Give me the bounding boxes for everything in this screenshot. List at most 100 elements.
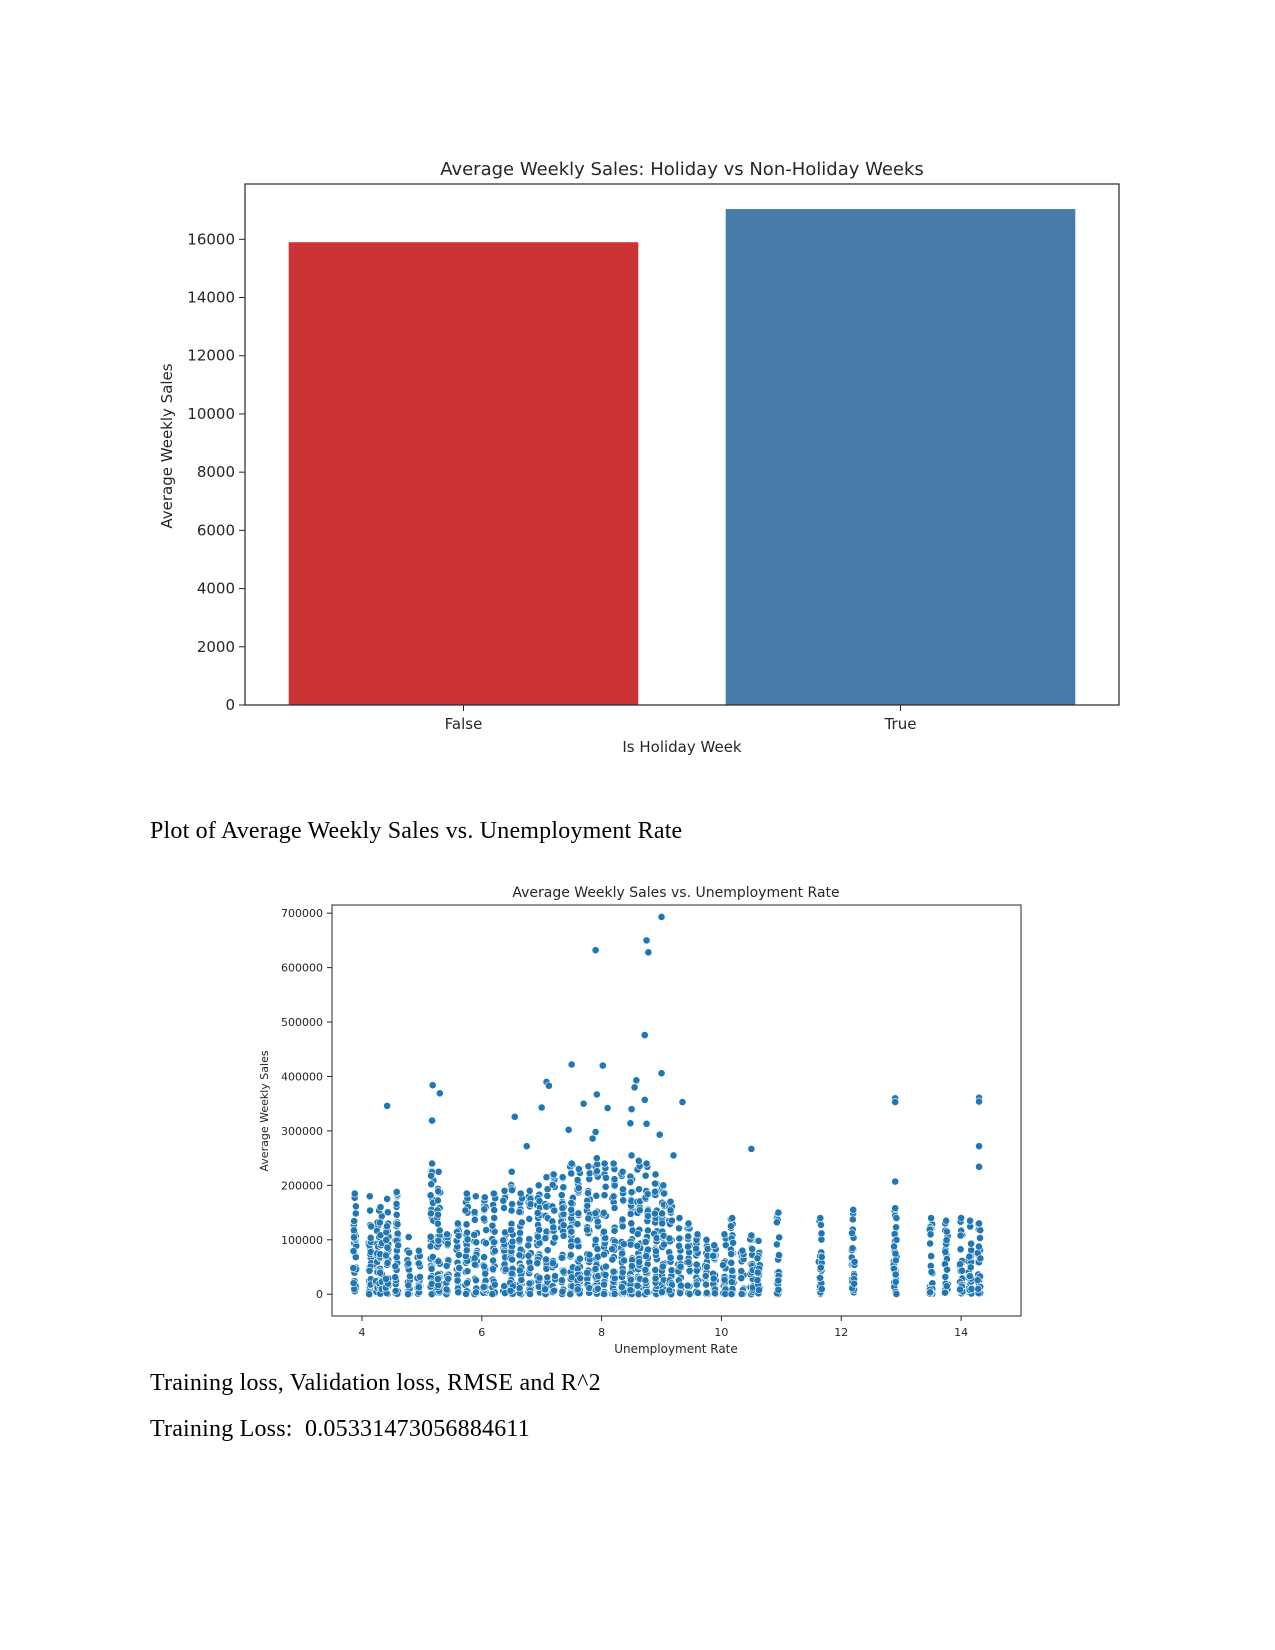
- training-loss-label: Training Loss:: [150, 1416, 293, 1442]
- scatter-point: [426, 1191, 435, 1200]
- scatter-point: [626, 1286, 635, 1295]
- scatter-point: [651, 1209, 659, 1218]
- scatter-point: [453, 1276, 462, 1285]
- scatter-point: [462, 1246, 471, 1255]
- scatter-ytick-label: 600000: [281, 962, 323, 975]
- scatter-point: [633, 1281, 642, 1290]
- scatter-point: [558, 1173, 567, 1182]
- scatter-point: [499, 1236, 508, 1245]
- bar-chart-frame: [244, 183, 1120, 706]
- scatter-point: [658, 1219, 667, 1228]
- scatter-point: [591, 1128, 600, 1136]
- scatter-point: [927, 1268, 936, 1276]
- scatter-point: [461, 1206, 470, 1215]
- scatter-point: [642, 1159, 651, 1168]
- bar-ytick-label: 12000: [187, 347, 235, 365]
- scatter-point: [472, 1238, 481, 1247]
- training-loss-line: Training Loss: 0.05331473056884611: [150, 1416, 530, 1443]
- scatter-point: [774, 1208, 783, 1217]
- scatter-point: [627, 1151, 636, 1160]
- scatter-point: [482, 1226, 491, 1234]
- scatter-point: [956, 1231, 965, 1240]
- scatter-xtick-label: 4: [358, 1326, 365, 1339]
- scatter-point: [967, 1285, 976, 1293]
- scatter-point: [626, 1119, 635, 1128]
- scatter-point: [772, 1240, 781, 1249]
- scatter-point: [393, 1229, 402, 1238]
- scatter-point: [507, 1226, 515, 1234]
- scatter-point: [658, 1209, 667, 1218]
- scatter-point: [515, 1266, 524, 1275]
- scatter-point: [684, 1232, 693, 1241]
- scatter-point: [817, 1285, 826, 1293]
- scatter-point: [593, 1245, 602, 1253]
- scatter-point: [479, 1283, 488, 1291]
- scatter-point: [524, 1241, 533, 1250]
- scatter-point: [383, 1195, 392, 1203]
- scatter-point: [684, 1219, 693, 1228]
- scatter-point: [693, 1230, 702, 1239]
- scatter-point: [658, 1288, 666, 1297]
- scatter-point: [942, 1236, 951, 1245]
- scatter-point: [463, 1235, 472, 1244]
- scatter-point: [655, 1130, 664, 1139]
- scatter-ytick-label: 200000: [281, 1179, 323, 1192]
- scatter-point: [635, 1257, 644, 1266]
- scatter-point: [891, 1204, 900, 1213]
- scatter-point: [610, 1204, 619, 1212]
- scatter-point: [567, 1060, 576, 1069]
- scatter-point: [376, 1203, 385, 1212]
- scatter-point: [729, 1238, 737, 1247]
- scatter-point: [610, 1175, 619, 1184]
- scatter-point: [891, 1278, 900, 1286]
- scatter-point: [507, 1269, 516, 1278]
- scatter-point: [535, 1273, 544, 1282]
- scatter-point: [710, 1289, 719, 1298]
- scatter-point: [500, 1186, 509, 1195]
- scatter-point: [635, 1185, 643, 1194]
- bar-chart-ylabel: Average Weekly Sales: [158, 363, 176, 528]
- scatter-point: [965, 1252, 974, 1261]
- scatter-point: [404, 1281, 413, 1290]
- scatter-point: [618, 1215, 627, 1224]
- scatter-point: [816, 1214, 825, 1222]
- scatter-point: [472, 1276, 480, 1285]
- scatter-point: [926, 1288, 935, 1297]
- scatter-point: [443, 1239, 452, 1248]
- scatter-point: [593, 1284, 602, 1293]
- scatter-point: [676, 1253, 684, 1262]
- scatter-point: [584, 1162, 593, 1171]
- scatter-point: [543, 1192, 552, 1200]
- scatter-point: [558, 1253, 566, 1262]
- scatter-point: [817, 1253, 826, 1261]
- scatter-point: [644, 1212, 652, 1220]
- scatter-point: [651, 1179, 659, 1188]
- scatter-point: [442, 1285, 451, 1294]
- scatter-point: [737, 1274, 746, 1283]
- scatter-point: [427, 1171, 435, 1180]
- scatter-point: [573, 1285, 582, 1294]
- scatter-point: [966, 1216, 974, 1225]
- scatter-point: [490, 1280, 499, 1289]
- scatter-point: [551, 1233, 559, 1242]
- scatter-point: [470, 1208, 479, 1216]
- scatter-point: [525, 1186, 534, 1195]
- scatter-point: [620, 1256, 628, 1265]
- scatter-point: [657, 1069, 666, 1078]
- scatter-point: [567, 1227, 576, 1236]
- scatter-xtick-label: 8: [598, 1326, 605, 1339]
- scatter-point: [721, 1290, 729, 1298]
- scatter-point: [350, 1226, 358, 1235]
- scatter-point: [684, 1258, 693, 1267]
- scatter-point: [608, 1255, 617, 1264]
- scatter-point: [709, 1251, 718, 1260]
- scatter-point: [489, 1265, 497, 1273]
- scatter-point: [470, 1215, 479, 1224]
- scatter-point: [549, 1223, 558, 1232]
- scatter-point: [634, 1290, 643, 1299]
- scatter-point: [515, 1284, 524, 1292]
- scatter-point: [666, 1197, 675, 1206]
- metrics-heading: Training loss, Validation loss, RMSE and…: [150, 1370, 601, 1396]
- scatter-point: [675, 1242, 683, 1250]
- scatter-point: [350, 1189, 359, 1198]
